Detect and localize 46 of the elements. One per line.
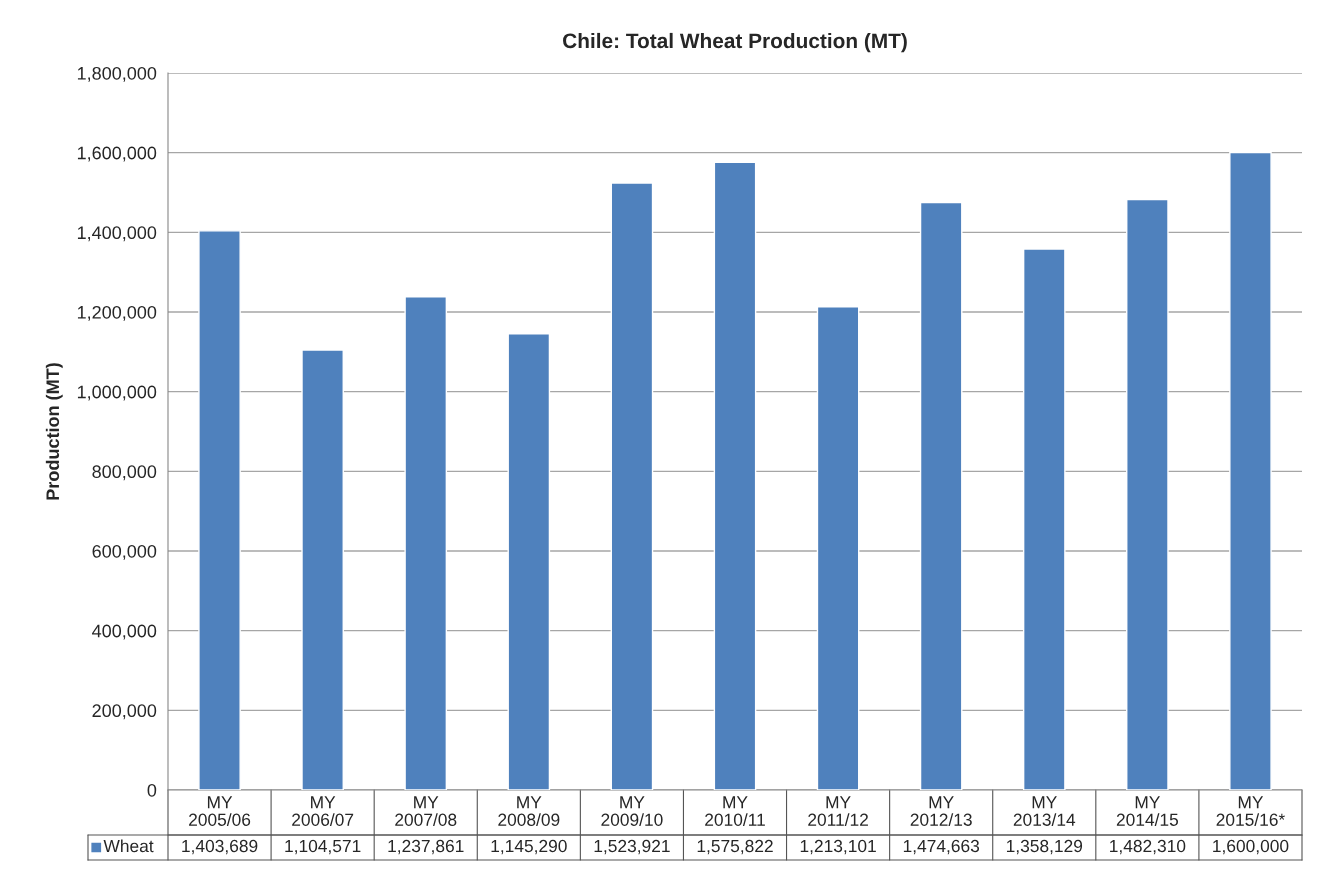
y-tick-label: 1,400,000: [77, 226, 157, 242]
data-label: 1,145,290: [491, 839, 567, 855]
data-label: 1,403,689: [182, 839, 258, 855]
x-tick-label: MY 2013/14: [1013, 796, 1076, 826]
bar: [610, 182, 654, 790]
y-tick-label: 400,000: [92, 624, 157, 640]
bar: [816, 306, 860, 790]
bar: [301, 349, 344, 790]
y-tick-label: 0: [147, 783, 157, 797]
bar: [919, 201, 963, 790]
y-axis-title: Production (MT): [45, 363, 63, 500]
x-tick-label: MY 2006/07: [292, 796, 354, 826]
y-tick-label: 1,600,000: [77, 146, 157, 162]
x-tick-label: MY 2007/08: [395, 796, 457, 826]
chart-title: Chile: Total Wheat Production (MT): [563, 32, 907, 53]
y-tick-label: 1,000,000: [77, 385, 157, 401]
x-tick-label: MY 2010/11: [705, 796, 765, 826]
bar: [713, 161, 757, 790]
bar: [1126, 198, 1169, 790]
bar: [1022, 248, 1066, 790]
data-label: 1,213,101: [800, 839, 876, 855]
bar: [507, 333, 551, 790]
data-label: 1,237,861: [388, 839, 464, 855]
y-tick-label: 600,000: [92, 544, 157, 560]
y-tick-label: 1,200,000: [77, 305, 157, 321]
data-label: 1,104,571: [285, 839, 361, 855]
y-tick-label: 1,800,000: [77, 66, 157, 82]
bar: [198, 230, 241, 790]
x-tick-label: MY 2015/16*: [1216, 796, 1285, 826]
x-tick-label: MY 2009/10: [601, 796, 663, 826]
x-tick-label: MY 2014/15: [1116, 796, 1179, 826]
x-tick-label: MY 2008/09: [498, 796, 560, 826]
data-label: 1,358,129: [1006, 839, 1083, 855]
data-label: 1,482,310: [1110, 839, 1186, 855]
data-label: 1,474,663: [903, 839, 980, 855]
x-tick-label: MY 2011/12: [808, 796, 868, 826]
x-tick-label: MY 2012/13: [910, 796, 972, 826]
data-label: 1,600,000: [1213, 839, 1289, 855]
bar: [1229, 151, 1272, 790]
bar: [404, 296, 448, 790]
data-label: 1,575,822: [697, 839, 773, 855]
y-tick-label: 200,000: [92, 704, 157, 720]
x-tick-label: MY 2005/06: [189, 796, 251, 826]
legend-label: Wheat: [103, 839, 154, 853]
y-tick-label: 800,000: [92, 465, 157, 481]
data-label: 1,523,921: [594, 839, 670, 855]
